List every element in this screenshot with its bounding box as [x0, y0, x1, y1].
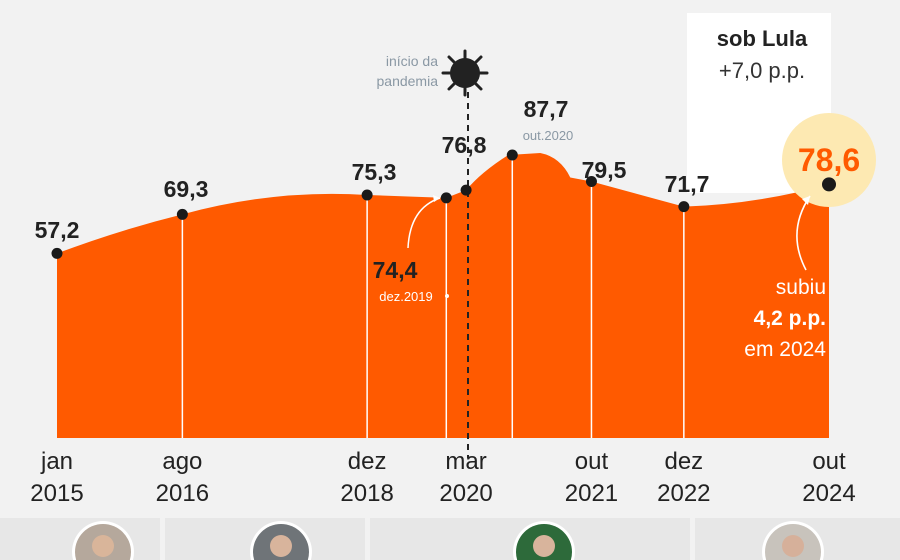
president-photo-temer: [250, 521, 312, 560]
pandemic-label-line2: pandemia: [377, 73, 439, 89]
value-label-5: 87,7: [524, 96, 569, 122]
data-point-2: [361, 189, 373, 201]
tick-label-year-6: 2024: [802, 480, 855, 507]
arrow-rise-head: [802, 196, 810, 205]
tick-label-month-3: mar: [445, 448, 486, 475]
tick-label-month-6: out: [812, 448, 846, 475]
tick-label-month-1: ago: [162, 448, 202, 475]
value-label-6: 79,5: [582, 157, 627, 183]
value-label-4: 76,8: [442, 132, 487, 158]
pandemic-label-line1: início da: [386, 53, 438, 69]
rise-label-line3: em 2024: [744, 338, 826, 361]
tick-label-year-1: 2016: [156, 480, 209, 507]
tick-label-year-3: 2020: [439, 480, 492, 507]
area-fill: [57, 153, 829, 438]
data-point-1: [176, 208, 188, 220]
president-photo-bolsonaro: [513, 521, 575, 560]
data-point-6: [585, 175, 597, 187]
tick-label-month-2: dez: [348, 448, 387, 475]
data-point-4: [460, 184, 472, 196]
data-point-0: [51, 247, 63, 259]
tick-label-year-4: 2021: [565, 480, 618, 507]
lula-change: +7,0 p.p.: [719, 58, 805, 83]
value-sublabel-3: dez.2019: [379, 289, 433, 304]
value-label-3: 74,4: [373, 257, 418, 283]
lula-title: sob Lula: [717, 26, 808, 51]
value-label-0: 57,2: [35, 217, 80, 243]
tick-label-year-0: 2015: [30, 480, 83, 507]
data-point-8: [822, 177, 836, 192]
data-point-5: [506, 149, 518, 161]
value-label-last: 78,6: [798, 142, 860, 178]
tick-label-year-5: 2022: [657, 480, 710, 507]
president-photo-dilma: [72, 521, 134, 560]
value-label-2: 75,3: [352, 159, 397, 185]
data-point-7: [678, 201, 690, 213]
value-label-1: 69,3: [164, 176, 209, 202]
rise-label-line1: subiu: [776, 276, 826, 299]
value-sublabel-5: out.2020: [523, 128, 574, 143]
tick-label-month-0: jan: [40, 448, 73, 475]
tick-label-month-4: out: [575, 448, 609, 475]
data-point-3: [440, 192, 452, 204]
virus-icon: [441, 49, 489, 97]
rise-label-line2: 4,2 p.p.: [754, 307, 826, 330]
president-photo-lula: [762, 521, 824, 560]
sublabel-dot: [445, 294, 449, 298]
value-label-7: 71,7: [665, 171, 710, 197]
tick-label-month-5: dez: [664, 448, 703, 475]
arrow-74-4-head: [433, 195, 440, 202]
highlight-circle: [782, 113, 876, 207]
tick-label-year-2: 2018: [340, 480, 393, 507]
arrow-rise: [796, 195, 811, 271]
